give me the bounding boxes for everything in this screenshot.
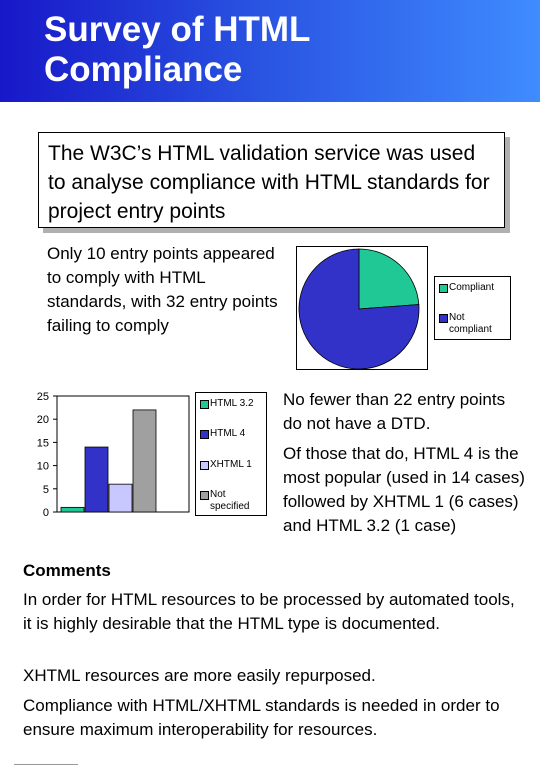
comments-heading: Comments — [23, 561, 111, 580]
bar-html-4 — [84, 446, 109, 513]
bar-xhtml-1 — [108, 483, 133, 513]
legend-label-not-specified: Not specified — [210, 489, 250, 512]
y-tick-label: 15 — [37, 437, 49, 449]
y-tick-label: 10 — [37, 461, 49, 473]
legend-label-xhtml1: XHTML 1 — [210, 459, 252, 470]
bar-legend: HTML 3.2 HTML 4 XHTML 1 Not specified — [195, 392, 267, 516]
title-line-2: Compliance — [44, 50, 243, 89]
pie-slice-not-compliant — [298, 248, 420, 370]
html-version-summary: Of those that do, HTML 4 is the most pop… — [283, 444, 525, 535]
page-title: Survey of HTML Compliance — [44, 10, 310, 90]
bar-not-specified — [132, 409, 157, 513]
pie-legend: Compliant Not compliant — [434, 276, 511, 340]
compliance-summary: Only 10 entry points appeared to comply … — [47, 244, 278, 335]
legend-swatch-not-specified — [200, 491, 209, 500]
dtd-summary: No fewer than 22 entry points do not hav… — [283, 390, 506, 433]
title-line-1: Survey of HTML — [44, 10, 311, 49]
y-tick-label: 25 — [37, 391, 49, 403]
y-tick-label: 20 — [37, 414, 49, 426]
y-tick-label: 5 — [43, 484, 49, 496]
footer-rule — [14, 764, 78, 765]
bar-chart: 0 5 10 15 20 25 — [37, 391, 190, 518]
title-bar: Survey of HTML Compliance — [0, 0, 540, 102]
pie-slice-compliant — [358, 248, 420, 310]
legend-label-compliant: Compliant — [449, 282, 495, 293]
legend-label-html32: HTML 3.2 — [210, 398, 254, 409]
legend-label-not-compliant: Not compliant — [449, 312, 492, 335]
pie-chart — [298, 248, 420, 370]
legend-swatch-html4 — [200, 430, 209, 439]
bar-html-3-2 — [60, 506, 85, 513]
comment-3: Compliance with HTML/XHTML standards is … — [23, 696, 500, 739]
comment-1: In order for HTML resources to be proces… — [23, 590, 515, 633]
legend-swatch-html32 — [200, 400, 209, 409]
comment-2: XHTML resources are more easily repurpos… — [23, 666, 376, 685]
y-tick-label: 0 — [43, 507, 49, 518]
legend-label-html4: HTML 4 — [210, 428, 246, 439]
pie-chart-frame — [296, 246, 428, 370]
intro-box: The W3C’s HTML validation service was us… — [38, 132, 505, 228]
legend-swatch-compliant — [439, 284, 448, 293]
legend-swatch-not-compliant — [439, 314, 448, 323]
legend-swatch-xhtml1 — [200, 461, 209, 470]
